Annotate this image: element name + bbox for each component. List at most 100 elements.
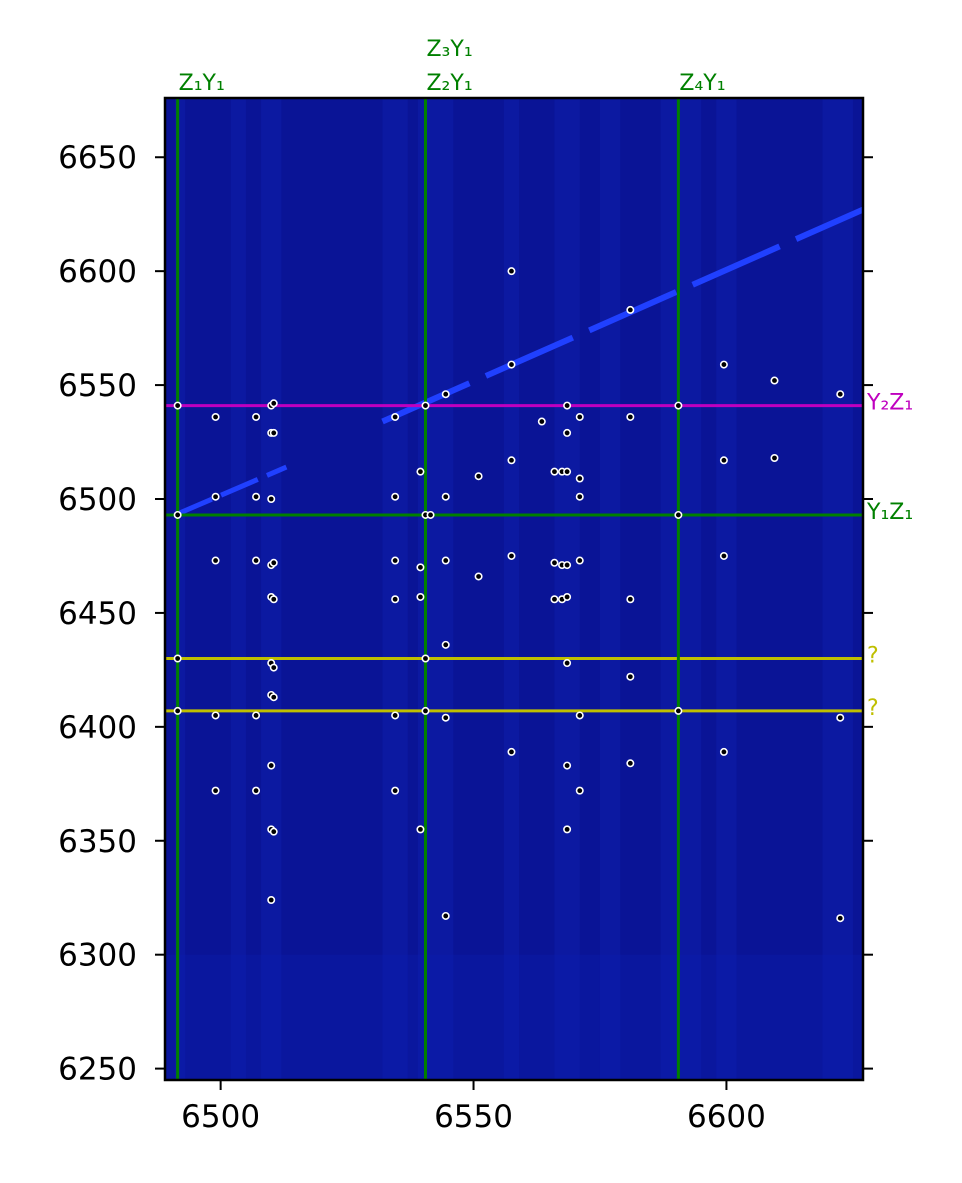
data-point [391, 492, 400, 501]
data-point [211, 412, 220, 421]
data-point [719, 551, 728, 560]
emission-band [174, 206, 863, 518]
data-point [391, 786, 400, 795]
data-point [507, 456, 516, 465]
data-point [507, 747, 516, 756]
data-point [267, 761, 276, 770]
data-point [563, 592, 572, 601]
reference-lines [165, 98, 863, 1080]
data-point [836, 914, 845, 923]
data-point [173, 401, 182, 410]
texture-stripe [554, 98, 580, 1080]
y-tick-label: 6650 [58, 140, 137, 176]
data-point [626, 759, 635, 768]
data-point [173, 706, 182, 715]
data-point [269, 428, 278, 437]
data-point [719, 456, 728, 465]
data-point [563, 659, 572, 668]
data-point [211, 492, 220, 501]
data-point [391, 556, 400, 565]
data-point [269, 595, 278, 604]
data-point [507, 551, 516, 560]
texture-stripe [261, 98, 282, 1080]
y-tick-label: 6550 [58, 368, 137, 404]
data-point [441, 492, 450, 501]
data-point [770, 376, 779, 385]
horizontal-line-label: ? [867, 643, 879, 668]
data-point [269, 558, 278, 567]
data-point [441, 713, 450, 722]
y-tick-label: 6250 [58, 1052, 137, 1088]
data-point [211, 556, 220, 565]
x-tick-label: 6600 [687, 1099, 766, 1135]
data-point [575, 474, 584, 483]
x-tick-label: 6550 [434, 1099, 513, 1135]
horizontal-line-label: Y₁Z₁ [866, 500, 913, 525]
data-point [421, 706, 430, 715]
data-point [550, 595, 559, 604]
vertical-line-label: Z₂Y₁ [426, 71, 472, 96]
data-point [441, 911, 450, 920]
x-tick-label: 6500 [181, 1099, 260, 1135]
data-point [563, 401, 572, 410]
data-point [719, 747, 728, 756]
texture-stripe [175, 98, 186, 1080]
data-point [626, 412, 635, 421]
texture-stripe [822, 98, 853, 1080]
data-point [269, 827, 278, 836]
data-point [391, 412, 400, 421]
data-point [252, 492, 261, 501]
data-point [474, 472, 483, 481]
data-point [441, 556, 450, 565]
horizontal-line-label: Y₂Z₁ [866, 391, 913, 416]
data-point [269, 663, 278, 672]
texture-stripe [716, 98, 737, 1080]
data-point [507, 267, 516, 276]
y-tick-label: 6350 [58, 824, 137, 860]
emission-band-segment [174, 464, 288, 518]
data-point [416, 563, 425, 572]
data-point [421, 654, 430, 663]
data-point [252, 786, 261, 795]
axes: 6500 6550 6600 6250 6300 6350 6400 6450 6500 6550… [58, 140, 873, 1135]
y-tick-label: 6450 [58, 596, 137, 632]
data-point [173, 510, 182, 519]
data-points [173, 267, 845, 923]
data-point [626, 305, 635, 314]
data-point [391, 711, 400, 720]
data-point [173, 654, 182, 663]
data-point [416, 467, 425, 476]
data-point [563, 467, 572, 476]
data-point [836, 713, 845, 722]
data-point [474, 572, 483, 581]
y-tick-label: 6500 [58, 482, 137, 518]
plot-frame [163, 96, 865, 1082]
horizontal-line-label: ? [867, 696, 879, 721]
data-point [563, 428, 572, 437]
data-point [575, 786, 584, 795]
vertical-line-label: Z₃Y₁ [426, 37, 472, 62]
data-point [563, 825, 572, 834]
texture-stripe [660, 98, 702, 1080]
texture-stripe [599, 98, 621, 1080]
vertical-line-label: Z₄Y₁ [679, 71, 725, 96]
data-point [626, 595, 635, 604]
data-point [575, 711, 584, 720]
data-point [426, 510, 435, 519]
data-point [211, 786, 220, 795]
y-tick-label: 6400 [58, 710, 137, 746]
texture-stripe [382, 98, 408, 1080]
data-point [269, 399, 278, 408]
data-point [674, 510, 683, 519]
data-point [575, 412, 584, 421]
data-point [421, 401, 430, 410]
data-point [537, 417, 546, 426]
y-tick-label: 6600 [58, 254, 137, 290]
data-point [550, 467, 559, 476]
texture-stripe [417, 98, 454, 1080]
texture-lower-band [165, 954, 863, 1080]
data-point [267, 495, 276, 504]
data-point [674, 401, 683, 410]
